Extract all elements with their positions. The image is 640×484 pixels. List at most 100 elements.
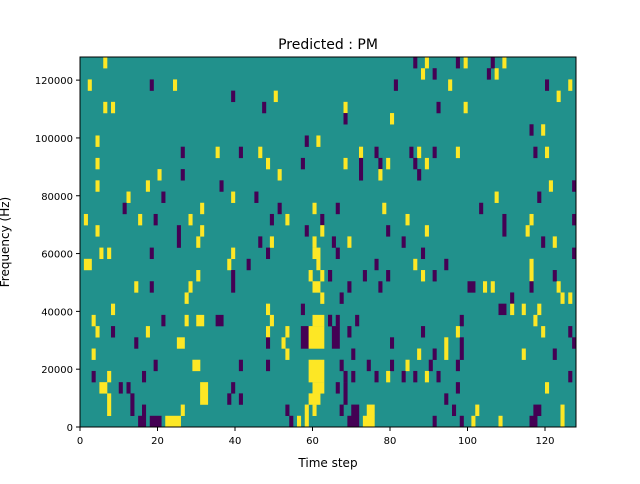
heatmap-cell-high [316, 135, 321, 147]
heatmap-cell-high [107, 393, 112, 416]
x-tick-label: 80 [384, 436, 397, 447]
heatmap-cell-high [111, 101, 116, 114]
heatmap-cell-high [413, 258, 418, 271]
heatmap-cell-low [568, 326, 573, 338]
heatmap-cell-high [471, 415, 476, 428]
heatmap-cell-low [498, 303, 507, 316]
heatmap-cell-low [277, 202, 282, 215]
heatmap-cell-high [455, 146, 460, 159]
heatmap-cell-low [142, 370, 147, 383]
heatmap-cell-high [200, 225, 205, 237]
heatmap-cell-low [161, 314, 166, 327]
heatmap-cell-low [335, 247, 340, 260]
y-tick-label: 0 [67, 423, 73, 434]
heatmap-cell-high [494, 191, 499, 203]
heatmap-cell-low [413, 370, 418, 383]
heatmap-cell-low [390, 359, 395, 372]
heatmap-cell-low [331, 326, 340, 349]
heatmap-cell-low [568, 370, 573, 383]
heatmap-cell-high [184, 314, 189, 327]
heatmap-cell-high [366, 404, 375, 416]
heatmap-cell-high [126, 191, 131, 203]
heatmap-cell-low [533, 404, 542, 416]
heatmap-cell-low [300, 303, 305, 316]
heatmap-cell-high [103, 101, 108, 114]
heatmap-cell-high [347, 236, 352, 248]
heatmap-cell-low [533, 146, 538, 159]
heatmap-cell-high [297, 415, 302, 428]
heatmap-cell-low [432, 348, 437, 360]
heatmap-cell-low [335, 382, 340, 394]
heatmap-cell-high [176, 337, 185, 349]
heatmap-cell-low [541, 236, 546, 248]
heatmap-cell-low [452, 404, 457, 416]
heatmap-cell-low [529, 124, 534, 136]
heatmap-cell-high [556, 90, 561, 103]
heatmap-cell-high [320, 270, 325, 282]
heatmap-cell-low [227, 393, 232, 405]
heatmap-cell-low [409, 146, 414, 159]
heatmap-cell-high [494, 68, 499, 80]
heatmap-cell-high [269, 314, 274, 327]
heatmap-cell-low [552, 270, 557, 282]
heatmap-cell-low [467, 281, 476, 293]
heatmap-cell-low [111, 326, 116, 338]
heatmap-cell-low [374, 258, 379, 271]
heatmap-cell-low [432, 146, 437, 159]
x-tick-label: 120 [535, 436, 554, 447]
heatmap-cell-high [545, 146, 550, 159]
heatmap-cell-high [266, 303, 271, 316]
heatmap-cell-high [99, 247, 104, 260]
heatmap-cell-low [351, 348, 356, 360]
heatmap-cell-high [308, 359, 325, 383]
heatmap-cell-high [281, 337, 286, 349]
heatmap-cell-high [568, 79, 573, 91]
heatmap-cell-low [401, 370, 406, 383]
heatmap-cell-low [347, 415, 360, 428]
heatmap-cell-low [417, 169, 422, 181]
heatmap-cell-low [304, 135, 309, 147]
heatmap-cell-low [335, 314, 340, 327]
heatmap-cell-high [386, 157, 391, 170]
heatmap-cell-low [254, 191, 259, 203]
heatmap-cell-low [343, 113, 348, 125]
heatmap-cell-high [541, 326, 546, 338]
heatmap-cell-low [374, 370, 379, 383]
heatmap-cell-low [537, 191, 542, 203]
heatmap-cell-low [432, 415, 437, 428]
heatmap-cell-high [312, 382, 325, 394]
heatmap-cell-high [312, 247, 321, 260]
heatmap-cell-high [173, 79, 178, 91]
chart-title: Predicted : PM [278, 37, 378, 53]
heatmap-cell-low [262, 101, 267, 114]
heatmap-cell-high [560, 404, 565, 416]
heatmap-cell-low [153, 359, 158, 372]
heatmap-cell-low [401, 236, 406, 248]
heatmap-cell-low [374, 146, 379, 159]
heatmap-cell-low [266, 337, 271, 349]
heatmap-cell-high [308, 326, 325, 349]
heatmap-cell-low [339, 359, 344, 372]
heatmap-cell-low [479, 202, 484, 215]
heatmap-cell-high [312, 314, 325, 327]
heatmap-cell-low [238, 146, 243, 159]
heatmap-cell-high [463, 57, 468, 69]
heatmap-cell-low [455, 57, 460, 69]
heatmap-cell-high [521, 348, 526, 360]
heatmap-cell-high [421, 270, 426, 282]
heatmap-cell-high [83, 258, 92, 271]
heatmap-cell-low [432, 68, 437, 80]
heatmap-cell-low [459, 314, 464, 327]
heatmap-cell-high [107, 247, 112, 260]
heatmap-cell-high [192, 359, 201, 372]
heatmap-cell-high [91, 348, 96, 360]
heatmap-cell-low [378, 157, 383, 170]
heatmap-cell-high [483, 281, 488, 293]
heatmap-cell-low [122, 202, 127, 215]
heatmap-cell-high [188, 213, 193, 226]
heatmap-cell-high [165, 415, 181, 428]
heatmap-cell-high [273, 90, 278, 103]
heatmap-cell-low [130, 393, 135, 416]
heatmap-cell-low [436, 101, 441, 114]
